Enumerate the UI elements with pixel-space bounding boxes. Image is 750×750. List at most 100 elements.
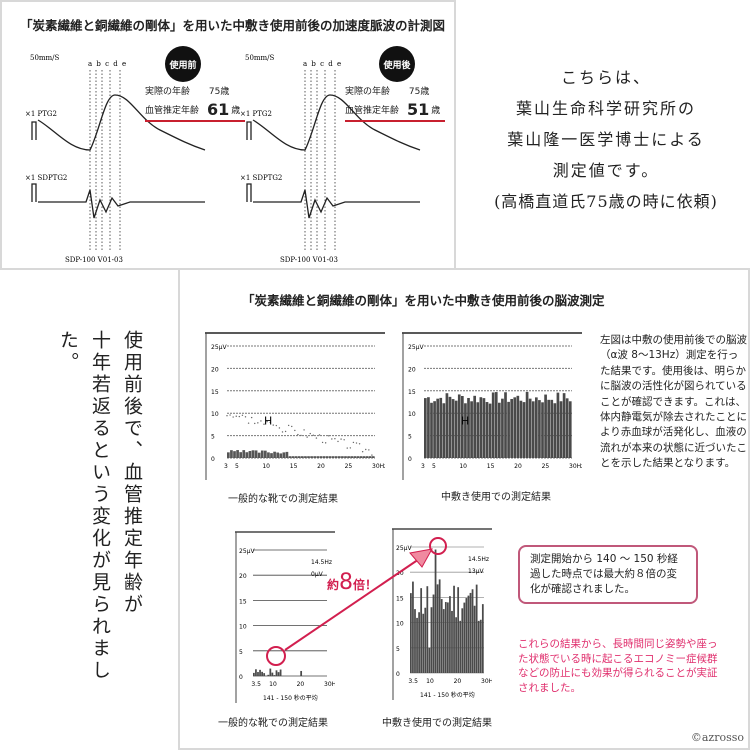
pulse-chart-after: 50mm/S a b c d e ×1 PTG2 ×1 SDPTG2 SDP-100 V… <box>240 54 421 264</box>
real-age-value: 75歳 <box>408 87 430 97</box>
x-tick: 10 <box>269 681 277 688</box>
spectrum-bar <box>310 456 313 458</box>
spectrum-bar <box>451 610 453 673</box>
x-tick: 30Hz <box>481 678 492 685</box>
scatter-dot <box>254 422 256 425</box>
spectrum-bar <box>454 400 458 458</box>
spectrum-bar <box>338 456 341 458</box>
arrow-head <box>409 548 433 568</box>
sdptg-label: ×1 SDPTG2 <box>240 174 282 182</box>
spectrum-bar <box>245 452 249 458</box>
spectrum-bar <box>513 397 517 458</box>
after-age-box: 実際の年齢 75歳 血管推定年齢 51 歳 <box>345 84 445 122</box>
y-tick: 25μV <box>408 344 424 351</box>
spectrum-bar <box>255 669 257 676</box>
x-tick: 15 <box>290 463 298 470</box>
spectrum-bar <box>467 397 470 458</box>
spectrum-bar <box>565 398 569 458</box>
spectrum-bar <box>267 674 270 676</box>
spectrum-bar <box>344 456 347 458</box>
scatter-dot <box>346 447 348 449</box>
x-tick: 30Hz <box>569 463 582 470</box>
spectrum-bar <box>479 397 483 458</box>
spectrum-bar <box>257 672 259 676</box>
wave-letters: a b c d e <box>303 60 342 68</box>
spectrum-bar <box>253 672 255 676</box>
spectrum-bar <box>254 450 258 458</box>
scatter-dot <box>324 442 327 444</box>
real-age-label: 実際の年齢 <box>145 87 191 97</box>
scatter-dot <box>250 416 253 419</box>
spectrum-bar <box>432 594 435 673</box>
scatter-dot <box>278 427 281 429</box>
x-tick: 25 <box>542 463 550 470</box>
spectrum-bar <box>251 450 255 458</box>
intro-line: こちらは、 <box>560 68 651 87</box>
spectrum-bar <box>476 402 480 458</box>
spectrum-bar <box>436 398 440 458</box>
intro-text: こちらは、 葉山生命科学研究所の 葉山隆一医学博士による 測定値です。 (高橋直… <box>462 62 750 217</box>
note-box: 測定開始から 140 〜 150 秒経過した時点では最大約８倍の変化が確認されま… <box>518 545 698 604</box>
x-tick: 3.5 <box>408 678 418 685</box>
y-tick: 20 <box>211 366 219 373</box>
spectrum-bar <box>288 456 292 458</box>
spectrum-bar <box>485 402 489 458</box>
spectrum-bar <box>535 397 538 458</box>
spectrum-bar <box>457 587 460 673</box>
x-tick: 30Hz <box>324 681 335 688</box>
spectrum-bar <box>525 391 529 458</box>
scatter-dot <box>340 438 342 440</box>
scatter-dot <box>337 440 339 443</box>
vessel-age-value: 51 <box>407 100 430 119</box>
pulse-title: 「炭素繊維と銅繊維の剛体」を用いた中敷き使用前後の加速度脈波の計測図 <box>20 18 446 33</box>
scatter-dot <box>328 435 330 437</box>
scatter-dot <box>244 416 247 418</box>
spectrum-bar <box>236 450 239 458</box>
summary-line: 使用前後で、血管推定年齢が <box>121 330 143 616</box>
spectrum-bar <box>316 456 320 458</box>
spectrum-bar <box>416 617 418 673</box>
spectrum-bar <box>414 609 416 673</box>
y-tick: 10 <box>396 621 404 628</box>
age-unit: 歳 <box>231 106 241 116</box>
y-tick: 0 <box>239 674 243 681</box>
spectrum-bar <box>267 452 270 458</box>
intro-line: 測定値です。 <box>552 161 660 180</box>
spectrum-bar <box>261 671 263 676</box>
spectrum-bar <box>263 673 266 676</box>
spectrum-bar <box>442 609 445 673</box>
spectrum-bar <box>365 456 369 458</box>
spectrum-bar <box>276 452 280 458</box>
spectrum-bar <box>426 586 429 673</box>
spectrum-bar <box>260 450 264 458</box>
scatter-dot <box>275 424 278 427</box>
x-tick: 20 <box>317 463 325 470</box>
spectrum-bar <box>257 452 261 458</box>
after-badge: 使用後 <box>379 46 415 82</box>
spectrum-bar <box>304 456 307 458</box>
spectrum-bar <box>273 675 276 676</box>
eeg-panel <box>178 268 750 750</box>
scatter-dot <box>334 438 336 440</box>
spectrum-bar <box>412 581 414 673</box>
caption-insole: 中敷き使用での測定結果 <box>441 492 551 503</box>
spectrum-bar <box>322 456 326 458</box>
scatter-dot <box>365 448 367 451</box>
ptg-waveform <box>31 94 206 151</box>
y-tick: 15 <box>408 389 416 396</box>
scatter-dot <box>232 416 234 418</box>
spectrum-bar <box>420 588 423 673</box>
spectrum-bar <box>301 456 304 458</box>
spectrum-bar <box>510 398 514 458</box>
marker-H: H <box>264 414 272 427</box>
y-tick: 15 <box>211 389 219 396</box>
scatter-dot <box>269 421 271 424</box>
eight-times-label: 約8倍！ <box>327 570 377 595</box>
intro-line: 葉山隆一医学博士による <box>507 130 705 149</box>
scatter-dot <box>257 422 259 424</box>
spectrum-bar <box>334 456 338 458</box>
scatter-dot <box>272 424 274 426</box>
scatter-dot <box>291 425 293 428</box>
eeg-chart-insole: 25μV20151050H351015202530Hz <box>402 332 582 480</box>
spectrum-bar <box>279 453 283 458</box>
